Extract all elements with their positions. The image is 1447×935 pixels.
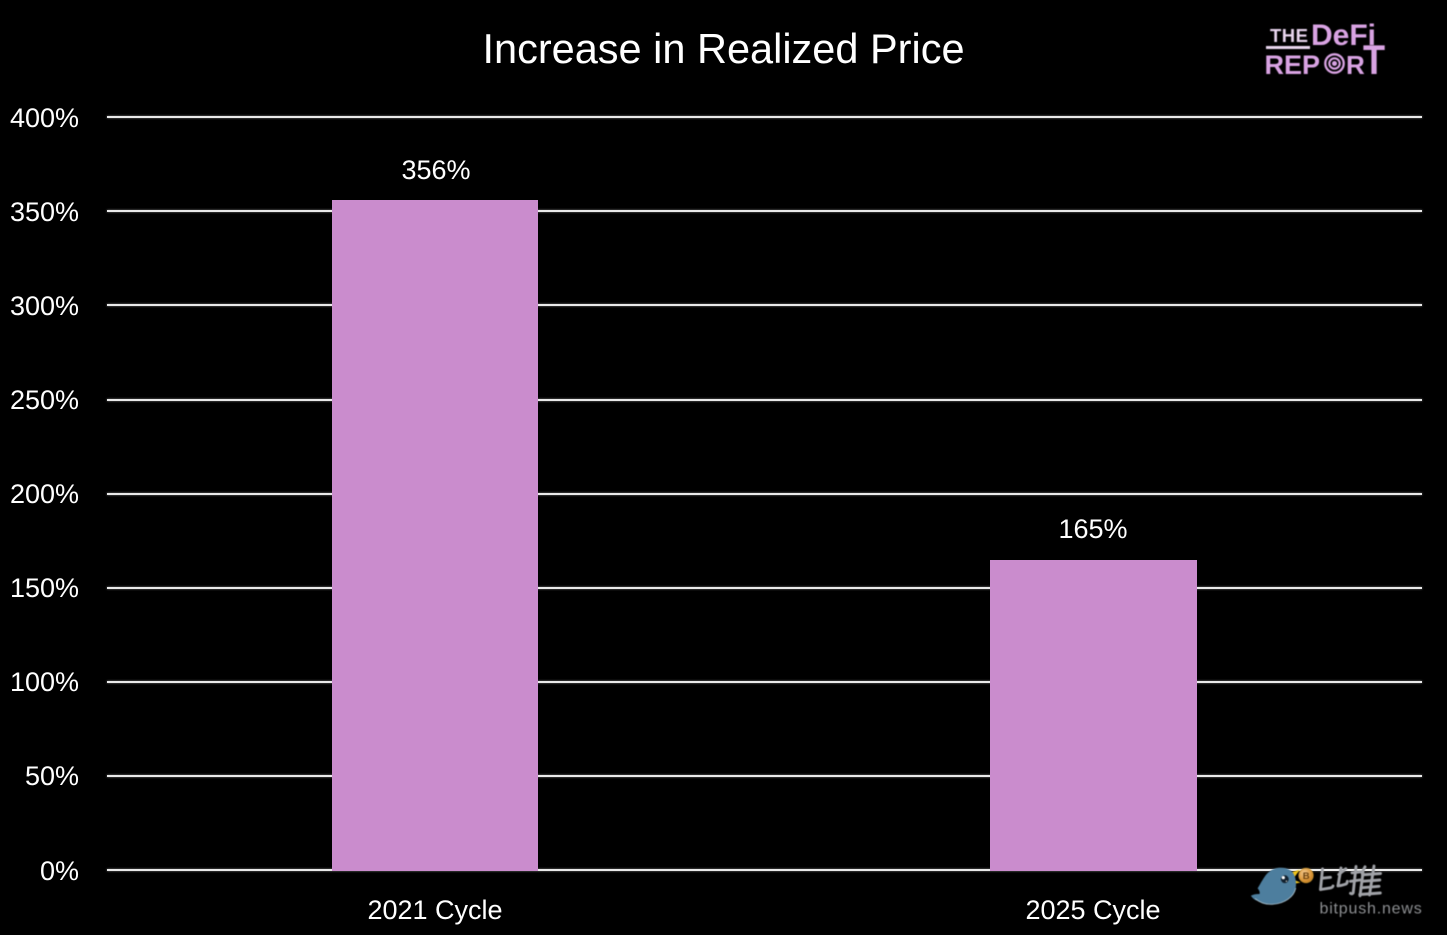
svg-text:bitpush.news: bitpush.news xyxy=(1320,901,1423,918)
svg-text:B: B xyxy=(1303,871,1310,882)
